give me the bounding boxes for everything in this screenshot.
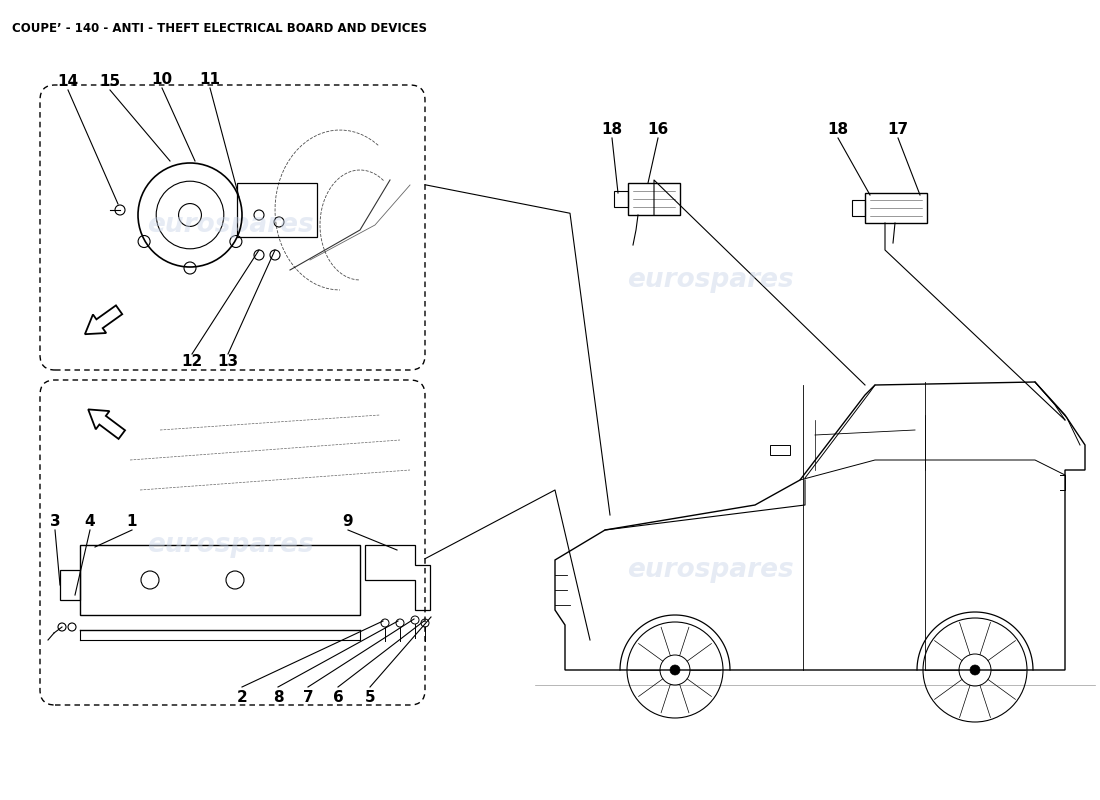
Text: 10: 10 bbox=[152, 73, 173, 87]
Text: COUPE’ - 140 - ANTI - THEFT ELECTRICAL BOARD AND DEVICES: COUPE’ - 140 - ANTI - THEFT ELECTRICAL B… bbox=[12, 22, 427, 35]
Text: 5: 5 bbox=[365, 690, 375, 705]
Text: 8: 8 bbox=[273, 690, 284, 705]
Text: 17: 17 bbox=[888, 122, 909, 138]
Text: 18: 18 bbox=[827, 122, 848, 138]
Text: 14: 14 bbox=[57, 74, 78, 90]
Text: 7: 7 bbox=[302, 690, 313, 705]
Text: 2: 2 bbox=[236, 690, 248, 705]
Text: 16: 16 bbox=[648, 122, 669, 138]
Text: 1: 1 bbox=[126, 514, 138, 530]
Text: 11: 11 bbox=[199, 73, 220, 87]
Text: eurospares: eurospares bbox=[627, 267, 793, 293]
Circle shape bbox=[670, 665, 680, 675]
Text: 6: 6 bbox=[332, 690, 343, 705]
Text: eurospares: eurospares bbox=[146, 212, 314, 238]
Text: 3: 3 bbox=[50, 514, 60, 530]
Text: 18: 18 bbox=[602, 122, 623, 138]
Text: 9: 9 bbox=[343, 514, 353, 530]
Text: eurospares: eurospares bbox=[627, 557, 793, 583]
Text: 4: 4 bbox=[85, 514, 96, 530]
Polygon shape bbox=[88, 410, 125, 439]
Text: 13: 13 bbox=[218, 354, 239, 370]
Text: eurospares: eurospares bbox=[146, 532, 314, 558]
Polygon shape bbox=[85, 306, 122, 334]
Circle shape bbox=[970, 665, 980, 675]
Text: 15: 15 bbox=[99, 74, 121, 90]
Text: 12: 12 bbox=[182, 354, 202, 370]
